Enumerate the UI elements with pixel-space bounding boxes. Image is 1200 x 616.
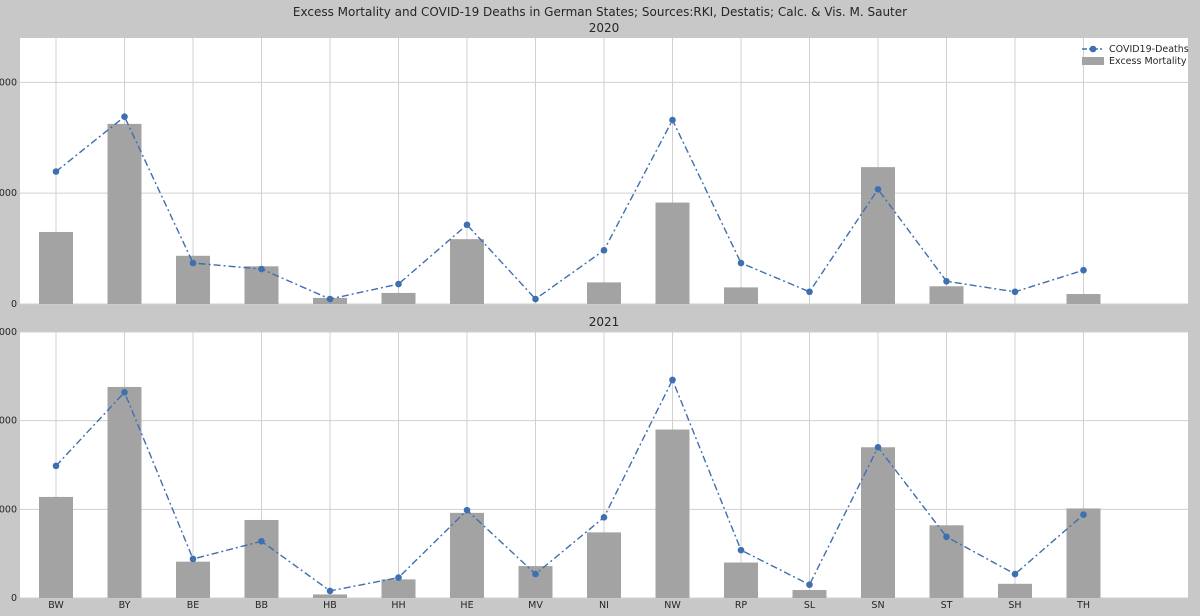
bar-excess-mortality xyxy=(1066,294,1101,304)
x-tick-label: TH xyxy=(1076,600,1090,611)
bar-excess-mortality xyxy=(724,287,758,304)
bar-excess-mortality xyxy=(792,590,827,598)
point-covid-deaths xyxy=(326,295,334,303)
bar-excess-mortality xyxy=(39,496,73,598)
point-covid-deaths xyxy=(326,587,334,595)
y-tick-label: ,000 xyxy=(0,188,17,199)
x-tick-label: NW xyxy=(664,600,681,611)
point-covid-deaths xyxy=(52,168,60,175)
x-tick-label: HB xyxy=(323,600,337,611)
x-tick-label: SH xyxy=(1008,600,1021,611)
y-tick-label: ,000 xyxy=(0,504,17,515)
panel-title: 2020 xyxy=(589,21,620,35)
bar-excess-mortality xyxy=(998,583,1032,598)
point-covid-deaths xyxy=(1080,266,1087,274)
x-tick-label: BW xyxy=(48,600,64,611)
point-covid-deaths xyxy=(669,116,676,124)
y-tick-label: 0 xyxy=(11,593,17,604)
point-covid-deaths xyxy=(737,259,745,267)
bar-excess-mortality xyxy=(450,239,484,304)
bar-excess-mortality xyxy=(244,519,279,598)
x-tick-label: MV xyxy=(528,600,543,611)
point-covid-deaths xyxy=(806,288,813,296)
point-covid-deaths xyxy=(874,443,882,451)
x-tick-label: HH xyxy=(391,600,405,611)
point-covid-deaths xyxy=(806,581,813,588)
point-covid-deaths xyxy=(52,462,60,470)
point-covid-deaths xyxy=(1011,288,1019,296)
point-covid-deaths xyxy=(600,514,608,521)
x-tick-label: BY xyxy=(119,600,131,611)
point-covid-deaths xyxy=(532,570,539,578)
point-covid-deaths xyxy=(737,546,745,554)
y-tick-label: ,000 xyxy=(0,77,17,88)
x-tick-label: BB xyxy=(255,600,268,611)
legend-label: COVID19-Deaths xyxy=(1109,44,1189,55)
bar-excess-mortality xyxy=(929,286,964,304)
bar-excess-mortality xyxy=(450,512,484,598)
point-covid-deaths xyxy=(463,506,471,514)
bar-excess-mortality xyxy=(861,447,895,598)
point-covid-deaths xyxy=(874,185,882,193)
x-tick-label: SN xyxy=(871,600,884,611)
bar-excess-mortality xyxy=(655,202,690,304)
point-covid-deaths xyxy=(600,246,608,254)
point-covid-deaths xyxy=(258,537,265,545)
bar-excess-mortality xyxy=(1066,508,1101,598)
bar-excess-mortality xyxy=(313,594,347,598)
bar-excess-mortality xyxy=(381,292,416,304)
point-covid-deaths xyxy=(121,388,128,396)
x-tick-label: BE xyxy=(187,600,200,611)
point-covid-deaths xyxy=(395,280,402,288)
point-covid-deaths xyxy=(669,376,676,384)
point-covid-deaths xyxy=(121,113,128,120)
bar-excess-mortality xyxy=(244,266,279,304)
x-tick-label: NI xyxy=(599,600,609,611)
y-tick-label: ,000 xyxy=(0,327,17,338)
bar-excess-mortality xyxy=(176,561,210,598)
bar-excess-mortality xyxy=(39,231,73,304)
point-covid-deaths xyxy=(943,277,950,285)
bar-excess-mortality xyxy=(107,386,142,598)
figure-title: Excess Mortality and COVID-19 Deaths in … xyxy=(292,5,908,19)
bar-excess-mortality xyxy=(724,562,758,598)
panel-title: 2021 xyxy=(589,315,620,329)
bar-excess-mortality xyxy=(587,532,621,598)
legend-marker xyxy=(1089,45,1097,53)
line-covid-deaths xyxy=(55,115,1084,300)
point-covid-deaths xyxy=(943,533,950,541)
point-covid-deaths xyxy=(1080,511,1087,518)
bar-excess-mortality xyxy=(381,579,416,598)
point-covid-deaths xyxy=(258,265,265,273)
bar-excess-mortality xyxy=(107,123,142,304)
point-covid-deaths xyxy=(532,295,539,303)
chart-panel-2021: 0 ,000 ,000 ,000 2021 BW BY BE BB HB HH HE MV NI NW RP S… xyxy=(0,315,1188,611)
x-tick-label: ST xyxy=(941,600,953,611)
point-covid-deaths xyxy=(189,555,197,563)
point-covid-deaths xyxy=(395,574,402,581)
bar-excess-mortality xyxy=(587,282,621,304)
legend-label: Excess Mortality xyxy=(1109,56,1187,67)
point-covid-deaths xyxy=(1011,570,1019,578)
point-covid-deaths xyxy=(189,259,197,267)
x-tick-label: SL xyxy=(804,600,816,611)
x-tick-label: RP xyxy=(735,600,748,611)
line-covid-deaths xyxy=(55,378,1084,592)
y-tick-label: 0 xyxy=(11,299,17,310)
legend-bar-swatch xyxy=(1082,57,1104,65)
point-covid-deaths xyxy=(463,221,471,229)
x-tick-label: HE xyxy=(460,600,473,611)
y-tick-label: ,000 xyxy=(0,416,17,427)
bar-excess-mortality xyxy=(655,429,690,598)
